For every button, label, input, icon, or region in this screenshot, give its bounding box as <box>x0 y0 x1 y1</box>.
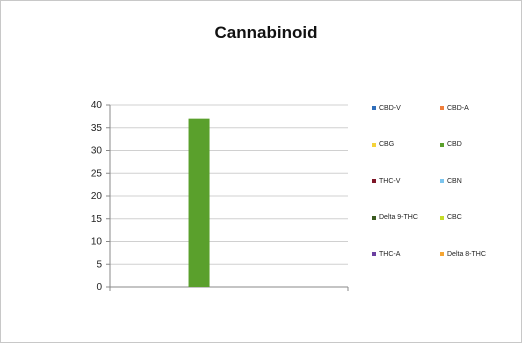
legend-label: Delta 9-THC <box>379 214 418 221</box>
y-tick-label: 20 <box>91 191 103 202</box>
legend-swatch <box>440 252 444 256</box>
legend-label: Delta 8-THC <box>447 250 486 258</box>
legend-swatch <box>372 106 376 110</box>
legend-label: CBC <box>447 214 462 221</box>
legend-item: Delta 8-THC <box>440 248 515 260</box>
legend-swatch <box>440 215 444 220</box>
y-tick-label: 40 <box>91 100 103 111</box>
legend-item: CBD <box>440 139 515 151</box>
legend-label: THC-A <box>379 250 401 258</box>
legend: CBD-V CBD-A CBG CBD THC-V CBN Delta 9-THC CBC TH… <box>372 102 517 285</box>
y-tick-label: 0 <box>96 282 102 293</box>
legend-label: CBN <box>447 177 462 185</box>
legend-swatch <box>440 106 444 110</box>
legend-swatch <box>440 179 444 183</box>
legend-row: CBG CBD <box>372 139 517 151</box>
y-tick-label: 25 <box>91 168 103 179</box>
legend-swatch <box>372 142 376 147</box>
legend-swatch <box>372 252 376 256</box>
legend-swatch <box>372 179 376 183</box>
legend-item: Delta 9-THC <box>372 212 440 224</box>
legend-item: THC-V <box>372 175 440 187</box>
legend-item: CBC <box>440 212 515 224</box>
legend-item: CBG <box>372 139 440 151</box>
legend-item: CBD-A <box>440 102 515 114</box>
y-tick-label: 15 <box>91 214 103 225</box>
legend-label: CBD-V <box>379 104 401 112</box>
y-tick-label: 10 <box>91 237 103 248</box>
y-tick-label: 35 <box>91 123 103 134</box>
legend-label: CBD-A <box>447 104 469 112</box>
legend-row: THC-A Delta 8-THC <box>372 248 517 260</box>
legend-row: CBD-V CBD-A <box>372 102 517 114</box>
legend-swatch <box>440 142 444 147</box>
bar-cbd <box>188 118 210 288</box>
legend-item: CBD-V <box>372 102 440 114</box>
legend-label: THC-V <box>379 177 401 185</box>
legend-item: CBN <box>440 175 515 187</box>
y-tick-label: 5 <box>96 259 102 270</box>
legend-swatch <box>372 215 376 220</box>
legend-item: THC-A <box>372 248 440 260</box>
legend-row: Delta 9-THC CBC <box>372 212 517 224</box>
legend-label: CBD <box>447 141 462 148</box>
legend-label: CBG <box>379 141 395 148</box>
legend-row: THC-V CBN <box>372 175 517 187</box>
chart-title: Cannabinoid <box>214 23 318 42</box>
y-tick-label: 30 <box>91 146 103 157</box>
